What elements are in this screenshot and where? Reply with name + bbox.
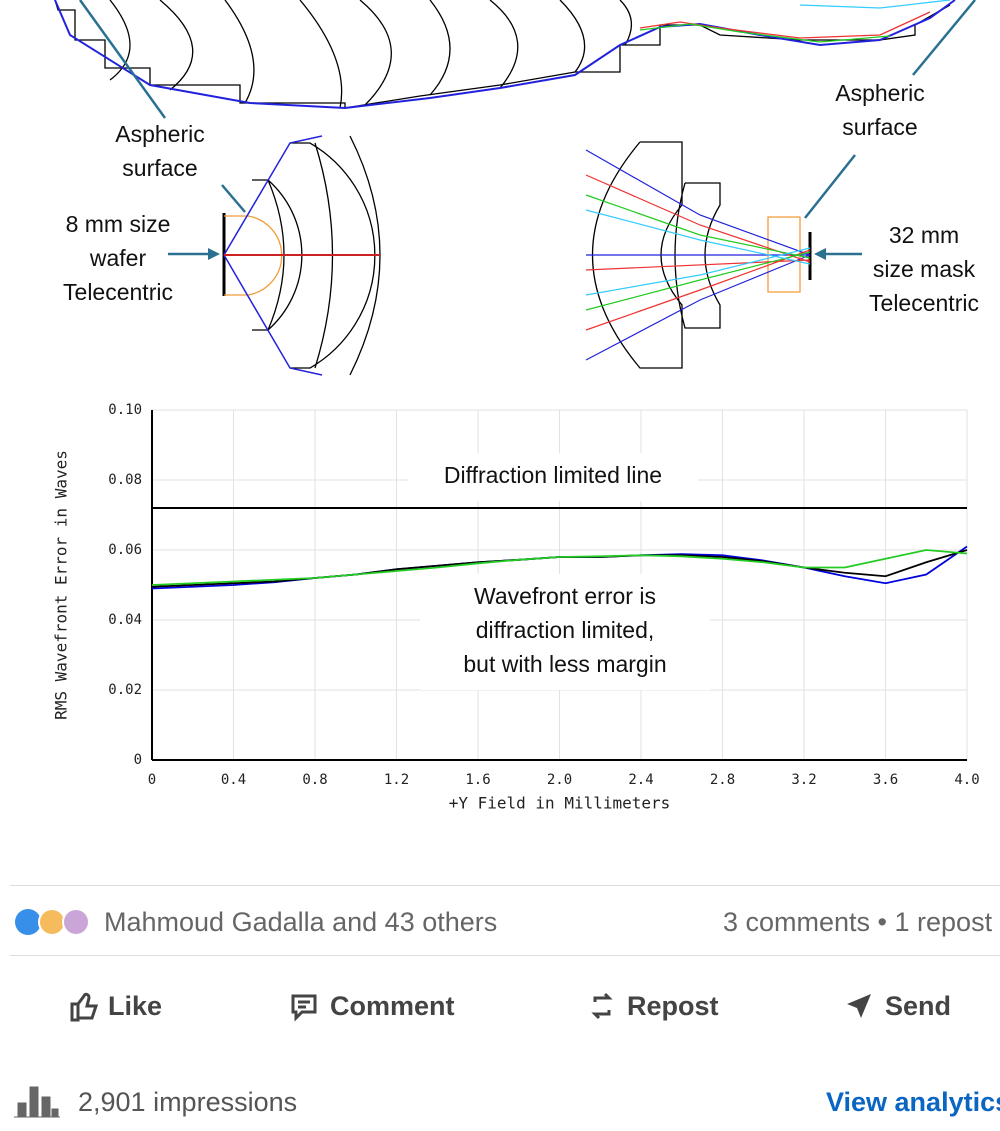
y-tick-label: 0.04 xyxy=(108,612,142,628)
figure: Aspheric surface Aspheric surface 8 mm s… xyxy=(52,0,980,813)
right-lenses xyxy=(592,141,721,369)
y-tick-label: 0.02 xyxy=(108,682,142,698)
label-line: wafer xyxy=(89,245,147,271)
label-line: Aspheric xyxy=(115,121,204,147)
impressions: 2,901 impressions xyxy=(78,1087,298,1117)
icon xyxy=(291,994,317,1022)
y-tick-label: 0 xyxy=(134,752,142,768)
leader xyxy=(804,154,856,219)
reactions-row: Mahmoud Gadalla and 43 others 3 comments… xyxy=(0,905,1000,941)
label-line: 8 mm size xyxy=(66,211,171,237)
lens-diagram xyxy=(54,0,976,376)
annotation-box xyxy=(420,574,710,690)
diagram-label: Aspheric surface Aspheric surface 8 mm s… xyxy=(63,80,979,316)
ray xyxy=(639,11,931,39)
lens-arcs xyxy=(109,0,632,109)
ray xyxy=(223,135,323,256)
icon xyxy=(591,992,613,1020)
annotation: Diffraction limited line xyxy=(444,462,662,488)
label-line: Aspheric xyxy=(835,80,924,106)
label: Like xyxy=(108,990,163,1021)
x-axis-title: +Y Field in Millimeters xyxy=(449,794,671,813)
leader xyxy=(78,0,167,119)
label: Comment xyxy=(330,990,455,1021)
ray xyxy=(799,0,951,9)
x-tick-label: 1.6 xyxy=(465,772,490,788)
comment-button[interactable]: Comment xyxy=(288,990,455,1022)
impressions-row: 2,901 impressions View analytics xyxy=(0,1083,1000,1123)
label-line: surface xyxy=(842,114,917,140)
annotation-box xyxy=(408,453,698,501)
label-line: size mask xyxy=(873,256,976,282)
analytics-link[interactable]: View analytics xyxy=(826,1087,1000,1117)
x-tick-label: 2.4 xyxy=(628,772,653,788)
ray-fan xyxy=(585,149,811,361)
annotation: but with less margin xyxy=(463,651,666,677)
x-tick-label: 0 xyxy=(148,772,156,788)
chart: 0 0.02 0.04 0.06 0.08 0.10 0 0.4 0.8 1.2 1.6 2.0 2.4… xyxy=(52,402,980,813)
divider xyxy=(10,885,1000,886)
label-line: 32 mm xyxy=(889,222,959,248)
leader xyxy=(912,0,976,76)
series-line xyxy=(151,549,968,586)
label: Send xyxy=(885,990,952,1021)
icon xyxy=(70,992,98,1022)
annotation: Wavefront error is xyxy=(474,583,656,609)
x-tick-label: 2.8 xyxy=(710,772,735,788)
y-axis-title: RMS Wavefront Error in Waves xyxy=(52,450,71,720)
x-tick-label: 3.2 xyxy=(791,772,816,788)
arrow-head xyxy=(814,248,826,260)
reaction-icons xyxy=(15,908,90,936)
ray xyxy=(639,23,891,43)
y-tick-label: 0.06 xyxy=(108,542,142,558)
label-line: Telecentric xyxy=(63,279,173,305)
divider xyxy=(10,955,1000,956)
icon xyxy=(847,994,871,1018)
x-tick-label: 4.0 xyxy=(954,772,979,788)
stats[interactable]: 3 comments • 1 repost xyxy=(723,907,993,937)
label-line: Telecentric xyxy=(869,290,979,316)
arrow-head xyxy=(208,248,220,260)
y-tick-label: 0.10 xyxy=(108,402,142,418)
reactions[interactable]: Mahmoud Gadalla and 43 others xyxy=(104,907,498,937)
annotation: diffraction limited, xyxy=(476,617,655,643)
y-tick-label: 0.08 xyxy=(108,472,142,488)
x-tick-label: 2.0 xyxy=(547,772,572,788)
x-tick-label: 0.4 xyxy=(221,772,246,788)
ray xyxy=(223,254,323,376)
like-button[interactable]: Like xyxy=(68,990,162,1022)
aspheric-surface xyxy=(767,216,801,293)
x-tick-label: 0.8 xyxy=(302,772,327,788)
x-tick-label: 3.6 xyxy=(873,772,898,788)
repost-button[interactable]: Repost xyxy=(587,990,719,1022)
x-tick-label: 1.2 xyxy=(384,772,409,788)
label: Repost xyxy=(627,990,719,1021)
impressions-icon xyxy=(14,1086,60,1118)
leader xyxy=(221,184,246,213)
ray-envelope xyxy=(54,0,956,110)
send-button[interactable]: Send xyxy=(843,990,951,1022)
label-line: surface xyxy=(122,155,197,181)
